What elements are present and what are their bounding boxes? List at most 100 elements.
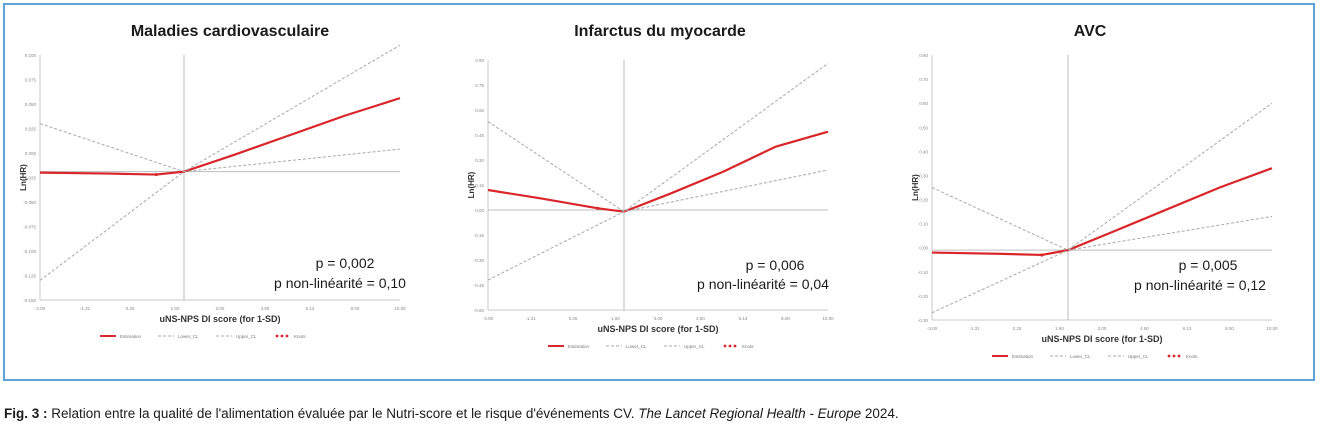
legend-label: Knots — [294, 334, 306, 339]
y-tick-label: 0.80 — [919, 53, 928, 58]
legend-swatch — [1167, 354, 1171, 358]
knot-marker — [596, 206, 600, 210]
y-tick-label: -0.100 — [23, 249, 36, 254]
x-tick-label: 4.50 — [261, 306, 270, 311]
y-tick-label: 0.75 — [475, 83, 484, 88]
legend-label: Estimation — [568, 344, 590, 349]
x-tick-label: 6.13 — [306, 306, 315, 311]
x-tick-label: 4.50 — [696, 316, 705, 321]
caption-journal: The Lancet Regional Health - Europe — [638, 406, 862, 421]
x-tick-label: -3.00 — [483, 316, 494, 321]
x-tick-label: 3.00 — [1098, 326, 1107, 331]
upper-cl-line — [931, 102, 1273, 251]
y-tick-label: 0.45 — [475, 133, 484, 138]
x-tick-label: -1.31 — [80, 306, 91, 311]
y-tick-label: -0.20 — [918, 294, 929, 299]
legend-label: Upper_CL — [1128, 354, 1149, 359]
legend-item: Knots — [275, 334, 306, 339]
legend-label: Lower_CL — [178, 334, 199, 339]
x-tick-label: -1.31 — [969, 326, 980, 331]
x-tick-label: -1.31 — [525, 316, 536, 321]
y-axis-label: Ln(HR) — [19, 164, 28, 191]
figure-frame — [3, 3, 1315, 381]
chart-title: Infarctus du myocarde — [574, 23, 746, 40]
legend-swatch — [280, 334, 284, 338]
chart-panel-myocardial-infarction: Infarctus du myocarde 0.90 0.75 0.60 0.45 0.… — [460, 15, 860, 370]
figure-caption: Fig. 3 : Relation entre la qualité de l'… — [4, 406, 899, 421]
y-tick-label: -0.050 — [23, 200, 36, 205]
x-tick-label: 4.50 — [1140, 326, 1149, 331]
legend-swatch — [728, 344, 732, 348]
y-tick-label: -0.075 — [23, 225, 36, 230]
legend-label: Knots — [742, 344, 754, 349]
legend-item: Estimation — [100, 334, 142, 339]
legend-label: Estimation — [120, 334, 142, 339]
x-tick-label: 6.13 — [1183, 326, 1192, 331]
legend-swatch — [733, 344, 737, 348]
y-tick-label: 0.60 — [919, 101, 928, 106]
lower-cl-line — [931, 215, 1273, 314]
y-tick-label: 0.00 — [475, 208, 484, 213]
x-tick-label: 0.25 — [126, 306, 135, 311]
chart-svg: 0.100 0.075 0.050 0.025 0.000 -0.025 -0.050 -0.… — [19, 44, 406, 339]
y-tick-label: 0.025 — [25, 127, 37, 132]
y-tick-label: 0.050 — [25, 102, 37, 107]
legend-item: Knots — [723, 344, 754, 349]
knot-marker — [1040, 253, 1044, 257]
caption-text: Relation entre la qualité de l'alimentat… — [47, 406, 639, 421]
lower-cl-line — [487, 169, 829, 281]
legend-item: Lower_CL — [158, 334, 199, 339]
y-axis-label: Ln(HR) — [467, 171, 476, 198]
x-tick-label: 10.00 — [822, 316, 834, 321]
x-tick-label: 0.25 — [569, 316, 578, 321]
legend-swatch — [1177, 354, 1181, 358]
x-tick-label: 1.60 — [611, 316, 620, 321]
y-tick-label: 0.30 — [475, 158, 484, 163]
x-tick-label: 6.13 — [739, 316, 748, 321]
knot-marker — [154, 172, 158, 177]
y-tick-label: 0.100 — [25, 53, 37, 58]
caption-label: Fig. 3 : — [4, 406, 48, 421]
x-tick-label: 8.00 — [781, 316, 790, 321]
legend-swatch — [285, 334, 289, 338]
p-nonlinearity: p non-linéarité = 0,10 — [274, 275, 406, 291]
legend-label: Upper_CL — [236, 334, 257, 339]
y-tick-label: -0.150 — [23, 298, 36, 303]
p-value: p = 0,002 — [315, 255, 375, 271]
p-value: p = 0,006 — [745, 257, 805, 273]
legend-item: Estimation — [548, 344, 590, 349]
legend-item: Upper_CL — [216, 334, 257, 339]
y-tick-label: 0.40 — [919, 149, 928, 154]
chart-panel-cardiovascular: Maladies cardiovasculaire 0.100 0.075 0.05… — [19, 15, 440, 370]
x-tick-label: 3.00 — [654, 316, 663, 321]
y-tick-label: -0.15 — [474, 233, 485, 238]
y-tick-label: 0.60 — [475, 108, 484, 113]
legend-item: Knots — [1167, 354, 1198, 359]
y-tick-label: -0.10 — [918, 270, 929, 275]
y-tick-label: -0.30 — [918, 318, 929, 323]
chart-title: AVC — [1073, 23, 1107, 40]
x-tick-label: 8.00 — [1225, 326, 1234, 331]
legend-label: Knots — [1186, 354, 1198, 359]
x-tick-label: 1.60 — [171, 306, 180, 311]
legend-swatch — [1172, 354, 1176, 358]
caption-year: 2024. — [861, 406, 899, 421]
p-value: p = 0,005 — [1178, 257, 1238, 273]
x-axis-label: uNS-NPS DI score (for 1-SD) — [597, 324, 718, 334]
legend-label: Estimation — [1012, 354, 1034, 359]
x-tick-label: 3.00 — [216, 306, 225, 311]
x-tick-label: 10.00 — [1266, 326, 1278, 331]
x-tick-label: -3.00 — [35, 306, 46, 311]
x-axis-label: uNS-NPS DI score (for 1-SD) — [1041, 334, 1162, 344]
y-tick-label: -0.025 — [23, 176, 36, 181]
legend-label: Lower_CL — [1070, 354, 1091, 359]
x-tick-label: 0.25 — [1013, 326, 1022, 331]
estimation-line — [931, 167, 1273, 257]
y-tick-label: -0.125 — [23, 274, 36, 279]
y-tick-label: 0.30 — [919, 173, 928, 178]
upper-cl-line — [39, 44, 401, 173]
legend-item: Lower_CL — [1050, 354, 1091, 359]
legend-label: Upper_CL — [684, 344, 705, 349]
estimation-line — [39, 97, 401, 176]
y-tick-label: 0.10 — [919, 222, 928, 227]
